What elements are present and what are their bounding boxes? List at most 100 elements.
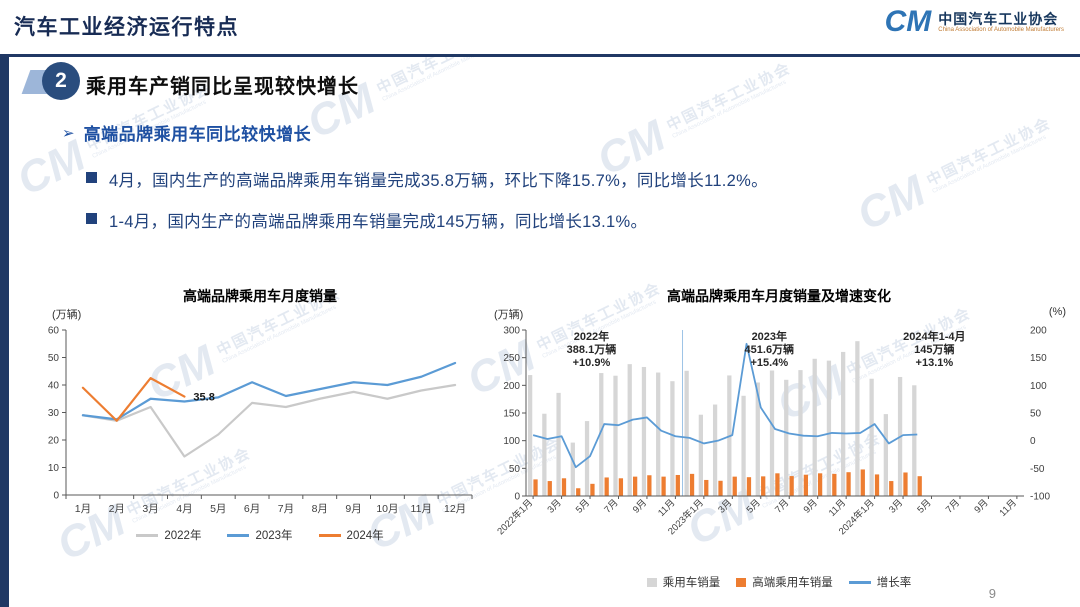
- svg-text:7月: 7月: [773, 497, 791, 515]
- chart2-left-unit-label: (万辆): [494, 309, 524, 321]
- legend-label: 2023年: [255, 530, 293, 542]
- chart2-title: 高端品牌乘用车月度销量及增速变化: [667, 288, 891, 304]
- svg-text:10: 10: [48, 463, 60, 474]
- bar-swatch-icon: [736, 577, 747, 587]
- svg-text:10月: 10月: [376, 503, 398, 515]
- legend-item-passenger-sales: 乘用车销量: [646, 574, 721, 590]
- svg-text:7月: 7月: [602, 497, 620, 515]
- svg-text:9月: 9月: [802, 497, 820, 515]
- svg-text:0: 0: [53, 491, 59, 502]
- legend-label: 2024年: [346, 530, 384, 542]
- section-title: 乘用车产销同比呈现较快增长: [86, 76, 359, 98]
- line-swatch-icon: [227, 533, 250, 537]
- svg-text:300: 300: [503, 326, 520, 337]
- svg-text:50: 50: [1030, 409, 1042, 420]
- bullet-item: 1-4月，国内生产的高端品牌乘用车销量完成145万辆，同比增长13.1%。: [86, 208, 647, 232]
- svg-text:+10.9%: +10.9%: [573, 357, 611, 369]
- legend-item-growth-rate: 增长率: [848, 574, 912, 590]
- bar-swatch-icon: [646, 577, 657, 587]
- svg-text:12月: 12月: [444, 503, 466, 515]
- svg-text:100: 100: [503, 436, 520, 447]
- svg-text:150: 150: [1030, 353, 1047, 364]
- svg-text:0: 0: [1030, 436, 1036, 447]
- svg-text:50: 50: [509, 464, 521, 475]
- caam-logo-text: 中国汽车工业协会 China Association of Automobile…: [938, 11, 1064, 34]
- svg-text:35.8: 35.8: [193, 392, 214, 404]
- svg-text:-50: -50: [1030, 464, 1045, 475]
- svg-text:40: 40: [48, 381, 60, 392]
- left-accent-bar: [0, 57, 9, 607]
- svg-text:5月: 5月: [210, 503, 226, 515]
- caam-logo: CM 中国汽车工业协会 China Association of Automob…: [885, 7, 1064, 37]
- line-swatch-icon: [848, 580, 871, 584]
- svg-text:200: 200: [503, 381, 520, 392]
- svg-text:9月: 9月: [631, 497, 649, 515]
- svg-text:+13.1%: +13.1%: [916, 357, 954, 369]
- page-number: 9: [988, 586, 996, 601]
- svg-text:9月: 9月: [972, 497, 990, 515]
- legend-label: 2022年: [164, 530, 202, 542]
- legend-item-premium-sales: 高端乘用车销量: [736, 574, 833, 590]
- square-bullet-icon: [86, 213, 97, 224]
- section-subtitle: ➢ 高端品牌乘用车同比较快增长: [62, 120, 311, 145]
- chart2-legend: 乘用车销量 高端乘用车销量 增长率: [490, 574, 1068, 590]
- bullet-text: 4月，国内生产的高端品牌乘用车销量完成35.8万辆，环比下降15.7%，同比增长…: [109, 172, 768, 190]
- svg-text:2022年1月: 2022年1月: [495, 497, 536, 538]
- svg-text:4月: 4月: [176, 503, 192, 515]
- svg-text:3月: 3月: [887, 497, 905, 515]
- line-swatch-icon: [136, 533, 159, 537]
- chart2-right-unit-label: (%): [1048, 306, 1066, 318]
- section-subtitle-text: 高端品牌乘用车同比较快增长: [83, 125, 312, 144]
- svg-text:11月: 11月: [656, 497, 677, 518]
- svg-text:2023年: 2023年: [752, 329, 787, 343]
- svg-text:20: 20: [48, 436, 60, 447]
- legend-item-2024: 2024年: [318, 527, 384, 543]
- svg-text:7月: 7月: [944, 497, 962, 515]
- svg-text:-100: -100: [1030, 492, 1050, 503]
- chart1-legend: 2022年 2023年 2024年: [34, 527, 486, 543]
- svg-text:2022年: 2022年: [574, 329, 609, 343]
- svg-text:1月: 1月: [75, 503, 91, 515]
- square-bullet-icon: [86, 172, 97, 183]
- svg-text:100: 100: [1030, 381, 1047, 392]
- svg-text:8月: 8月: [312, 503, 328, 515]
- monthly-sales-line-chart: 高端品牌乘用车月度销量 (万辆) 0 10 20 30 40 50 60 1月 2月 3月 4月 5月…: [34, 284, 486, 592]
- caam-logo-en: China Association of Automobile Manufact…: [938, 26, 1064, 33]
- watermark-logo-icon: CM: [849, 166, 933, 241]
- svg-text:150: 150: [503, 409, 520, 420]
- svg-text:11月: 11月: [411, 503, 432, 515]
- svg-text:11月: 11月: [827, 497, 848, 518]
- svg-text:+15.4%: +15.4%: [750, 357, 788, 369]
- svg-text:3月: 3月: [142, 503, 158, 515]
- svg-text:145万辆: 145万辆: [914, 342, 954, 356]
- svg-text:5月: 5月: [574, 497, 592, 515]
- section-number: 2: [42, 62, 80, 100]
- legend-item-2023: 2023年: [227, 527, 293, 543]
- caam-logo-icon: CM: [884, 5, 932, 38]
- chart1-title: 高端品牌乘用车月度销量: [183, 288, 337, 304]
- svg-text:0: 0: [514, 492, 520, 503]
- section-number-badge: 2: [21, 62, 82, 102]
- svg-text:451.6万辆: 451.6万辆: [745, 342, 795, 356]
- svg-text:3月: 3月: [716, 497, 734, 515]
- svg-text:7月: 7月: [278, 503, 294, 515]
- svg-text:11月: 11月: [998, 497, 1019, 518]
- svg-text:200: 200: [1030, 326, 1047, 337]
- chart1-plot-area: 0 10 20 30 40 50 60 1月 2月 3月 4月 5月 6月 7月 8月 9月 10月 11月 12月…: [48, 326, 473, 515]
- svg-text:388.1万辆: 388.1万辆: [567, 342, 617, 356]
- slide-header: 汽车工业经济运行特点 CM 中国汽车工业协会 China Association…: [0, 0, 1080, 57]
- svg-text:60: 60: [48, 326, 60, 337]
- bullet-text: 1-4月，国内生产的高端品牌乘用车销量完成145万辆，同比增长13.1%。: [109, 213, 648, 231]
- legend-label: 高端乘用车销量: [752, 577, 833, 589]
- page-title: 汽车工业经济运行特点: [14, 16, 239, 39]
- svg-text:9月: 9月: [345, 503, 361, 515]
- chart1-unit-label: (万辆): [52, 309, 82, 321]
- legend-item-2022: 2022年: [136, 527, 201, 543]
- svg-text:2024年1-4月: 2024年1-4月: [903, 329, 965, 343]
- legend-label: 乘用车销量: [662, 577, 721, 589]
- legend-label: 增长率: [876, 577, 912, 589]
- svg-text:30: 30: [48, 408, 60, 419]
